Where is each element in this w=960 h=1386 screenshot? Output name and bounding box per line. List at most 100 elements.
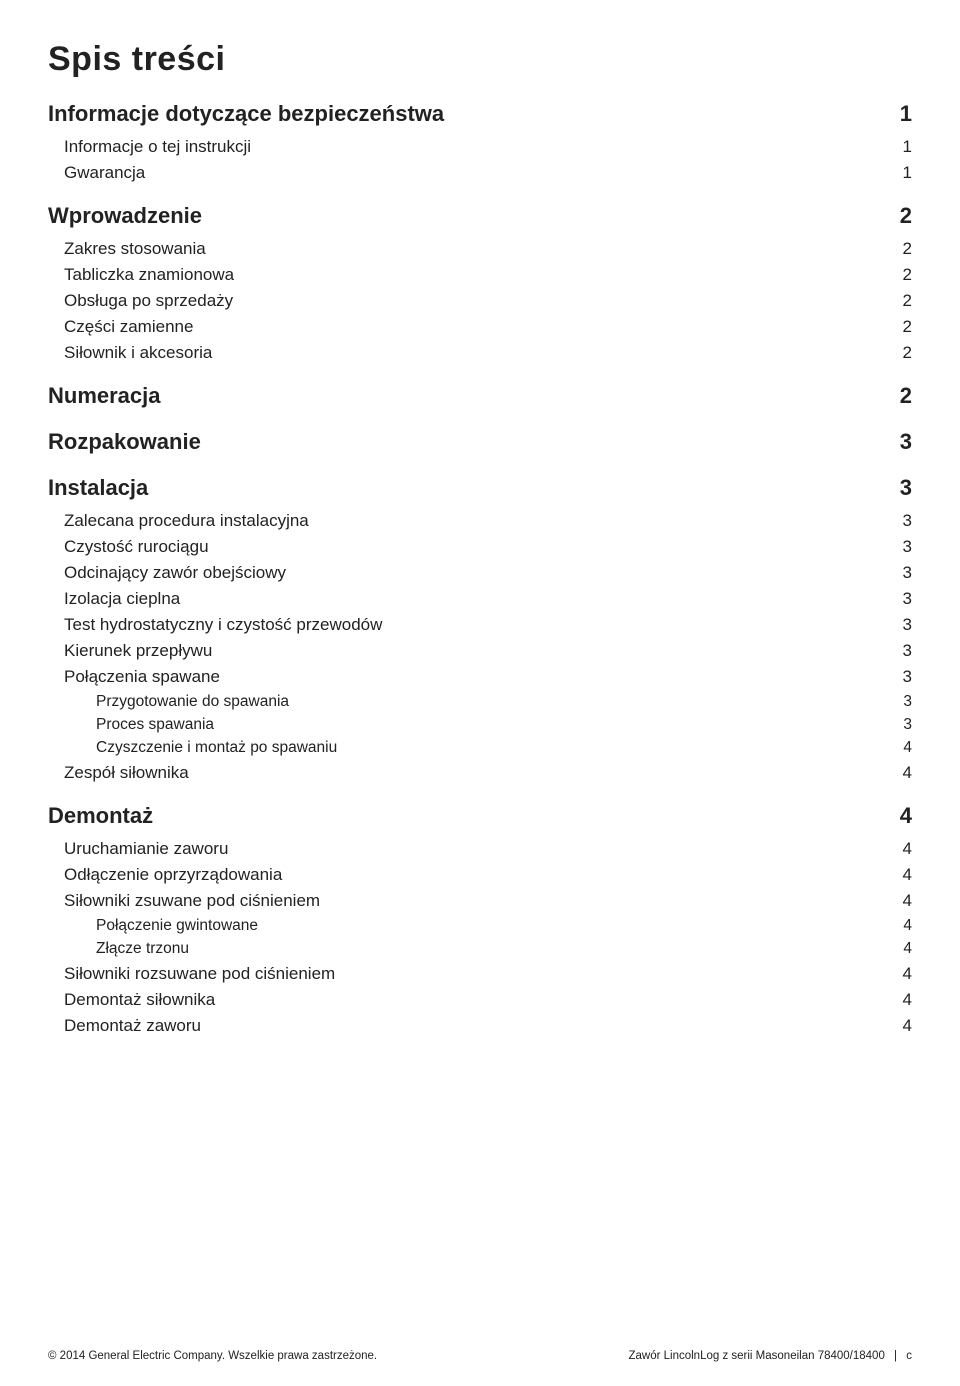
toc-entry: Demontaż zaworu 4: [48, 1016, 912, 1036]
toc-entry: Demontaż 4: [48, 803, 912, 829]
toc-label: Części zamienne: [64, 317, 193, 337]
toc-label: Czyszczenie i montaż po spawaniu: [96, 739, 337, 757]
toc-entry: Odcinający zawór obejściowy 3: [48, 563, 912, 583]
toc: Informacje dotyczące bezpieczeństwa1Info…: [48, 101, 912, 1036]
page-title: Spis treści: [48, 40, 912, 79]
toc-page: 2: [903, 317, 912, 337]
toc-page: 3: [903, 667, 912, 687]
toc-label: Rozpakowanie: [48, 429, 201, 455]
toc-entry: Obsługa po sprzedaży 2: [48, 291, 912, 311]
footer-page-letter: c: [906, 1350, 912, 1362]
toc-page: 3: [900, 429, 912, 455]
toc-entry: Instalacja3: [48, 475, 912, 501]
toc-page: 3: [903, 641, 912, 661]
footer-separator: |: [894, 1350, 897, 1362]
toc-page: 1: [903, 163, 912, 183]
toc-label: Obsługa po sprzedaży: [64, 291, 233, 311]
toc-page: 4: [903, 964, 912, 984]
footer: © 2014 General Electric Company. Wszelki…: [48, 1350, 912, 1362]
toc-page: 3: [903, 589, 912, 609]
toc-entry: Połączenia spawane 3: [48, 667, 912, 687]
toc-label: Zakres stosowania: [64, 239, 206, 259]
toc-page: 3: [903, 563, 912, 583]
toc-entry: Informacje dotyczące bezpieczeństwa 1: [48, 101, 912, 127]
toc-entry: Siłownik i akcesoria 2: [48, 343, 912, 363]
toc-label: Siłownik i akcesoria: [64, 343, 212, 363]
toc-label: Wprowadzenie: [48, 203, 202, 229]
toc-page: 3: [903, 716, 912, 734]
toc-page: 4: [903, 1016, 912, 1036]
toc-label: Zalecana procedura instalacyjna: [64, 511, 309, 531]
toc-page: 3: [903, 537, 912, 557]
toc-entry: Połączenie gwintowane 4: [48, 917, 912, 935]
toc-label: Siłowniki zsuwane pod ciśnieniem: [64, 891, 320, 911]
toc-page: 2: [900, 203, 912, 229]
toc-entry: Tabliczka znamionowa2: [48, 265, 912, 285]
toc-label: Siłowniki rozsuwane pod ciśnieniem: [64, 964, 335, 984]
toc-entry: Gwarancja 1: [48, 163, 912, 183]
toc-label: Instalacja: [48, 475, 148, 501]
toc-label: Złącze trzonu: [96, 940, 189, 958]
toc-page: 4: [903, 763, 912, 783]
toc-label: Gwarancja: [64, 163, 145, 183]
toc-page: 4: [903, 940, 912, 958]
toc-label: Izolacja cieplna: [64, 589, 180, 609]
toc-label: Informacje o tej instrukcji: [64, 137, 251, 157]
toc-page: 3: [903, 511, 912, 531]
toc-label: Demontaż siłownika: [64, 990, 215, 1010]
toc-page: 1: [903, 137, 912, 157]
toc-entry: Wprowadzenie 2: [48, 203, 912, 229]
toc-entry: Informacje o tej instrukcji 1: [48, 137, 912, 157]
toc-entry: Zespół siłownika 4: [48, 763, 912, 783]
toc-label: Odłączenie oprzyrządowania: [64, 865, 282, 885]
toc-entry: Odłączenie oprzyrządowania 4: [48, 865, 912, 885]
toc-label: Połączenie gwintowane: [96, 917, 258, 935]
footer-doc-ref: Zawór LincolnLog z serii Masoneilan 7840…: [628, 1350, 912, 1362]
toc-entry: Zakres stosowania 2: [48, 239, 912, 259]
footer-doc-title: Zawór LincolnLog z serii Masoneilan 7840…: [628, 1350, 884, 1362]
toc-label: Demontaż zaworu: [64, 1016, 201, 1036]
toc-page: 4: [903, 739, 912, 757]
toc-page: 2: [903, 291, 912, 311]
toc-label: Kierunek przepływu: [64, 641, 212, 661]
toc-entry: Izolacja cieplna 3: [48, 589, 912, 609]
toc-entry: Proces spawania 3: [48, 716, 912, 734]
toc-label: Czystość rurociągu: [64, 537, 209, 557]
toc-entry: Zalecana procedura instalacyjna 3: [48, 511, 912, 531]
toc-label: Proces spawania: [96, 716, 214, 734]
toc-entry: Czyszczenie i montaż po spawaniu 4: [48, 739, 912, 757]
toc-page: 4: [903, 990, 912, 1010]
toc-entry: Części zamienne 2: [48, 317, 912, 337]
toc-entry: Demontaż siłownika 4: [48, 990, 912, 1010]
toc-label: Połączenia spawane: [64, 667, 220, 687]
toc-entry: Siłowniki rozsuwane pod ciśnieniem 4: [48, 964, 912, 984]
toc-page: 2: [903, 239, 912, 259]
toc-page: 3: [903, 615, 912, 635]
toc-page: 4: [900, 803, 912, 829]
toc-label: Test hydrostatyczny i czystość przewodów: [64, 615, 382, 635]
toc-label: Zespół siłownika: [64, 763, 189, 783]
toc-page: 2: [903, 343, 912, 363]
toc-page: 4: [903, 917, 912, 935]
toc-entry: Przygotowanie do spawania 3: [48, 693, 912, 711]
toc-page: 4: [903, 839, 912, 859]
toc-page: 4: [903, 891, 912, 911]
toc-page: 1: [900, 101, 912, 127]
toc-entry: Siłowniki zsuwane pod ciśnieniem 4: [48, 891, 912, 911]
toc-label: Przygotowanie do spawania: [96, 693, 289, 711]
toc-entry: Złącze trzonu 4: [48, 940, 912, 958]
toc-label: Demontaż: [48, 803, 153, 829]
toc-page: 4: [903, 865, 912, 885]
toc-label: Odcinający zawór obejściowy: [64, 563, 286, 583]
toc-label: Informacje dotyczące bezpieczeństwa: [48, 101, 444, 127]
toc-label: Numeracja: [48, 383, 161, 409]
footer-copyright: © 2014 General Electric Company. Wszelki…: [48, 1350, 377, 1362]
toc-entry: Rozpakowanie 3: [48, 429, 912, 455]
toc-label: Uruchamianie zaworu: [64, 839, 228, 859]
toc-page: 3: [903, 693, 912, 711]
toc-entry: Uruchamianie zaworu 4: [48, 839, 912, 859]
toc-page: 2: [900, 383, 912, 409]
toc-entry: Kierunek przepływu 3: [48, 641, 912, 661]
toc-page: 2: [903, 265, 912, 285]
toc-entry: Test hydrostatyczny i czystość przewodów…: [48, 615, 912, 635]
